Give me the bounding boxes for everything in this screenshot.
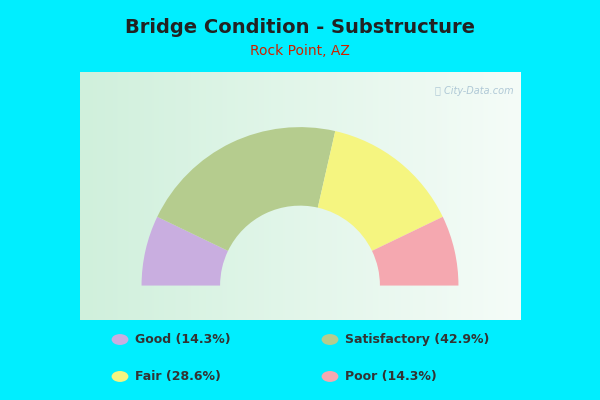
Ellipse shape xyxy=(112,371,128,382)
Wedge shape xyxy=(318,131,443,251)
Text: Good (14.3%): Good (14.3%) xyxy=(135,333,230,346)
Text: Poor (14.3%): Poor (14.3%) xyxy=(345,370,437,383)
Ellipse shape xyxy=(322,371,338,382)
Wedge shape xyxy=(142,217,228,286)
Text: Fair (28.6%): Fair (28.6%) xyxy=(135,370,221,383)
Text: Ⓢ City-Data.com: Ⓢ City-Data.com xyxy=(435,86,514,96)
Text: Bridge Condition - Substructure: Bridge Condition - Substructure xyxy=(125,18,475,37)
Text: Rock Point, AZ: Rock Point, AZ xyxy=(250,44,350,58)
Ellipse shape xyxy=(322,334,338,345)
Wedge shape xyxy=(372,217,458,286)
Text: Satisfactory (42.9%): Satisfactory (42.9%) xyxy=(345,333,490,346)
Wedge shape xyxy=(157,127,335,251)
Ellipse shape xyxy=(112,334,128,345)
